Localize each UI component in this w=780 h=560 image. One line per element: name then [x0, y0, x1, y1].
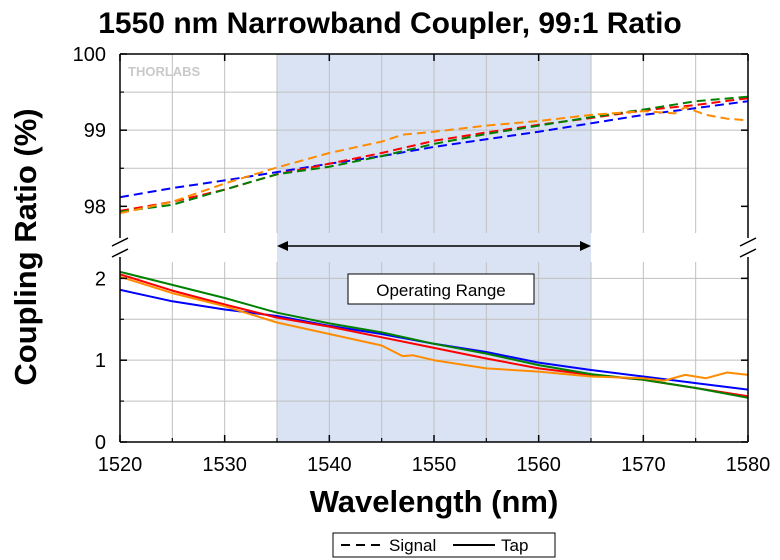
signal-series-3 — [119, 106, 749, 215]
x-tick-label: 1530 — [202, 454, 247, 476]
y-axis-title: Coupling Ratio (%) — [8, 108, 43, 385]
chart-title: 1550 nm Narrowband Coupler, 99:1 Ratio — [98, 7, 682, 40]
tick-labels: 1520 1530 1540 1550 1560 1570 1580 98 99 100 0 1 2 — [73, 44, 771, 476]
legend-label-tap: Tap — [501, 536, 528, 555]
legend-label-signal: Signal — [389, 536, 436, 555]
thorlabs-logo: THORLABS — [128, 64, 201, 79]
signal-series-0 — [119, 100, 749, 199]
plot-axes — [111, 53, 757, 443]
y-tick-label: 100 — [73, 44, 106, 66]
x-axis-title: Wavelength (nm) — [310, 484, 559, 519]
axis-break-mark — [111, 237, 129, 247]
axis-break-mark — [739, 248, 757, 258]
tap-series-7 — [119, 275, 749, 382]
y-tick-label: 98 — [84, 196, 106, 218]
operating-range-annotation: Operating Range — [277, 241, 591, 305]
axis-break-mark — [739, 237, 757, 247]
grid-lines — [120, 54, 748, 442]
operating-range-label: Operating Range — [376, 281, 505, 300]
x-tick-label: 1540 — [307, 454, 352, 476]
x-tick-label: 1580 — [726, 454, 771, 476]
y-tick-label: 0 — [95, 432, 106, 454]
x-tick-label: 1550 — [412, 454, 457, 476]
arrow-head-right — [580, 241, 591, 251]
y-tick-label: 2 — [95, 268, 106, 290]
x-tick-label: 1520 — [98, 454, 143, 476]
tap-series-6 — [119, 270, 749, 399]
y-tick-label: 99 — [84, 120, 106, 142]
x-tick-label: 1560 — [516, 454, 561, 476]
data-series — [119, 95, 749, 399]
legend: Signal Tap — [332, 532, 556, 558]
operating-range-label-box — [347, 273, 535, 305]
arrow-head-left — [277, 241, 288, 251]
x-tick-label: 1570 — [621, 454, 666, 476]
legend-box — [332, 532, 556, 558]
y-tick-label: 1 — [95, 350, 106, 372]
signal-series-2 — [119, 95, 749, 213]
axis-break-mark — [111, 248, 129, 258]
